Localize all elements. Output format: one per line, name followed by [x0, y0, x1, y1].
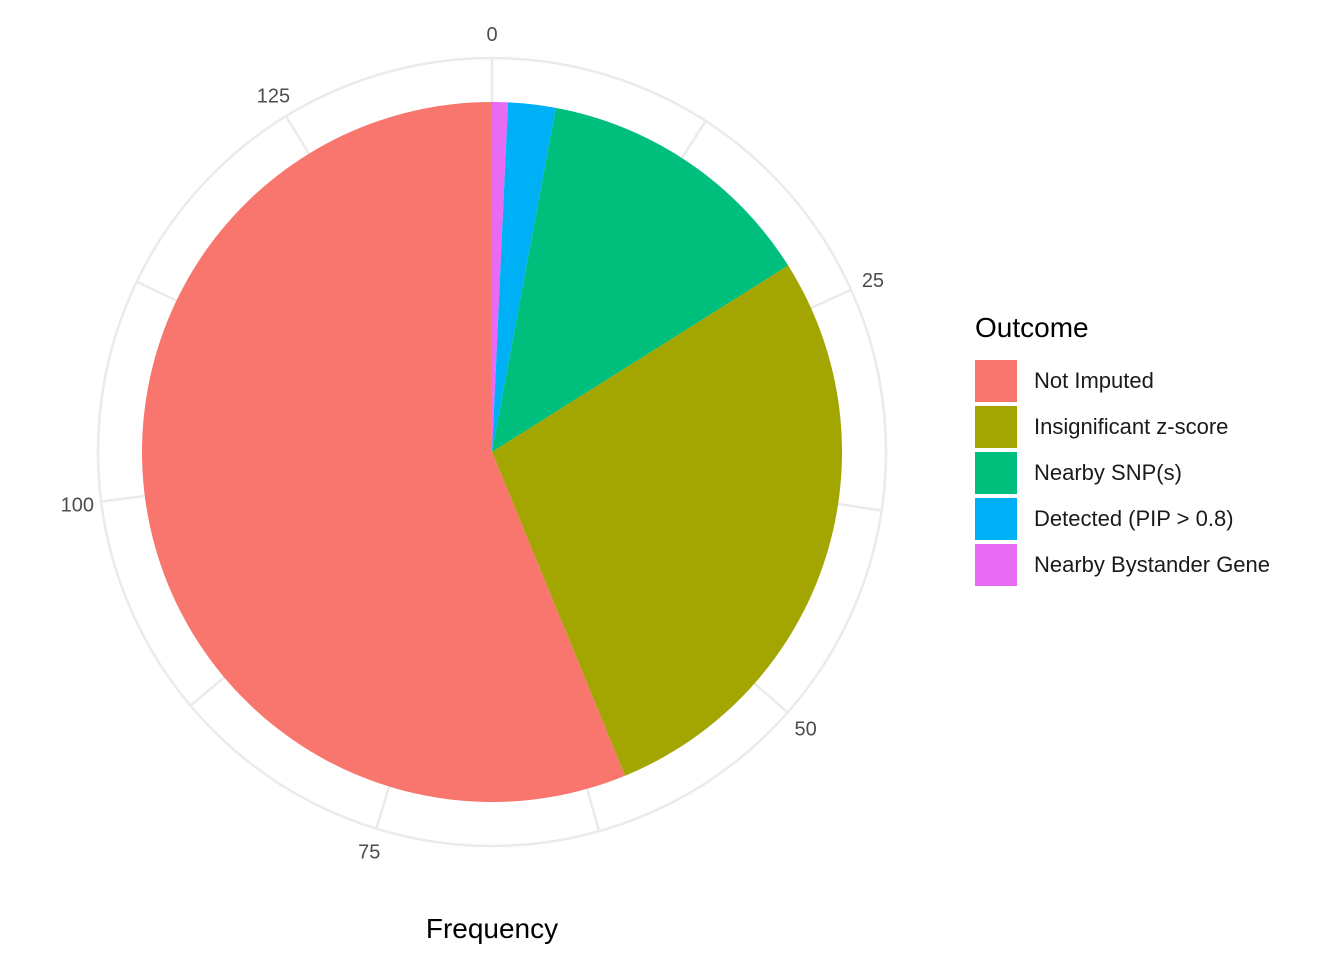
grid-spoke — [375, 784, 391, 829]
legend-key — [975, 544, 1017, 586]
legend-item: Insignificant z-score — [975, 404, 1270, 450]
legend-title: Outcome — [975, 312, 1089, 343]
legend-key — [975, 452, 1017, 494]
legend-items: Not Imputed Insignificant z-score Nearby S… — [975, 358, 1270, 588]
theta-tick-label: 125 — [257, 86, 290, 108]
legend-item: Detected (PIP > 0.8) — [975, 496, 1270, 542]
grid-spoke — [585, 786, 601, 832]
grid-spoke — [189, 675, 227, 707]
pie-slice-not-imputed — [141, 102, 626, 803]
pie-slices — [141, 102, 842, 803]
legend-label: Insignificant z-score — [1034, 414, 1229, 439]
x-axis-title: Frequency — [426, 913, 558, 944]
legend: Outcome Not Imputed Insignificant z-score… — [975, 312, 1270, 588]
legend-item: Nearby SNP(s) — [975, 450, 1270, 496]
pie-slice-nearby-snp-s — [492, 107, 789, 452]
theta-tick-label: 75 — [358, 842, 380, 864]
legend-item: Not Imputed — [975, 358, 1270, 404]
legend-item: Nearby Bystander Gene — [975, 542, 1270, 588]
pie-slice-insignificant-z-score — [492, 265, 842, 776]
theta-tick-labels: 0 25 50 75 100 125 — [61, 24, 884, 864]
pie-slice-nearby-bystander-gene — [492, 102, 509, 452]
grid-spoke — [284, 115, 312, 157]
grid-spoke — [808, 288, 852, 310]
grid-spoke — [100, 494, 147, 503]
grid-spoke — [136, 280, 179, 303]
legend-label: Nearby Bystander Gene — [1034, 552, 1271, 577]
legend-key — [975, 498, 1017, 540]
polar-grid — [96, 56, 888, 848]
grid-spoke — [752, 681, 789, 714]
legend-key — [975, 406, 1017, 448]
legend-label: Nearby SNP(s) — [1034, 460, 1182, 485]
theta-tick-label: 0 — [486, 24, 497, 46]
theta-tick-label: 50 — [794, 718, 816, 740]
legend-key — [975, 360, 1017, 402]
legend-label: Not Imputed — [1034, 368, 1154, 393]
grid-spoke — [679, 120, 707, 161]
theta-tick-label: 25 — [862, 270, 884, 292]
legend-label: Detected (PIP > 0.8) — [1034, 506, 1234, 531]
theta-tick-label: 100 — [61, 495, 94, 517]
grid-spoke — [835, 502, 882, 512]
pie-slice-detected-pip-0-8 — [492, 102, 556, 452]
